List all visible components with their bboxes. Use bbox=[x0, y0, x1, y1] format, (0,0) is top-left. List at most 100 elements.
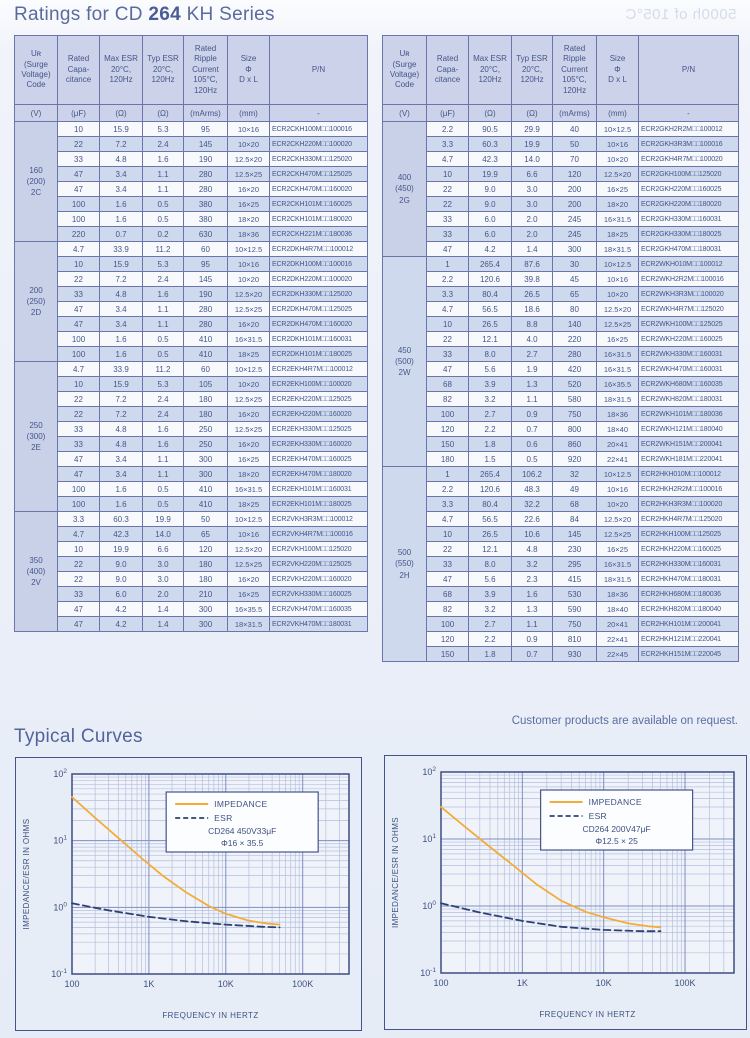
unit-voltage: (V) bbox=[382, 104, 427, 122]
unit-pn: - bbox=[269, 104, 368, 122]
part-number-cell: ECR2WKH4R7M□□125020 bbox=[638, 301, 739, 317]
table-row: 10 15.9 5.3 95 10×16 ECR2DKH100M□□100016 bbox=[15, 256, 368, 272]
max-esr-cell: 3.9 bbox=[468, 586, 512, 602]
size-cell: 16×31.5 bbox=[596, 211, 639, 227]
capacitance-cell: 22 bbox=[57, 391, 100, 407]
ripple-current-cell: 84 bbox=[552, 511, 597, 527]
typ-esr-cell: 5.3 bbox=[142, 121, 184, 137]
x-tick-label: 1K bbox=[517, 978, 528, 988]
col-header-typ-esr: Typ ESR 20°C, 120Hz bbox=[142, 35, 184, 105]
ripple-current-cell: 245 bbox=[552, 211, 597, 227]
typ-esr-cell: 3.0 bbox=[142, 571, 184, 587]
typ-esr-cell: 1.1 bbox=[142, 466, 184, 482]
capacitance-cell: 33 bbox=[57, 586, 100, 602]
unit-max-esr: (Ω) bbox=[99, 104, 143, 122]
capacitance-cell: 100 bbox=[57, 211, 100, 227]
table-row: 22 7.2 2.4 145 10×20 ECR2DKH220M□□100020 bbox=[15, 271, 368, 287]
capacitance-cell: 2.2 bbox=[426, 481, 469, 497]
max-esr-cell: 3.2 bbox=[468, 391, 512, 407]
col-header-size: Size Φ D x L bbox=[596, 35, 639, 105]
col-header-max-esr: Max ESR 20°C, 120Hz bbox=[468, 35, 512, 105]
ripple-current-cell: 105 bbox=[183, 376, 228, 392]
title-series-number: 264 bbox=[148, 4, 181, 25]
table-row: 100 2.7 0.9 750 18×36 ECR2WKH101M□□180036 bbox=[383, 406, 739, 422]
x-tick-label: 10K bbox=[218, 979, 234, 989]
y-axis-label: IMPEDANCE/ESR IN OHMS bbox=[391, 817, 400, 928]
max-esr-cell: 120.6 bbox=[468, 481, 512, 497]
y-tick-label: 10-1 bbox=[51, 968, 67, 979]
typ-esr-cell: 0.9 bbox=[511, 631, 553, 647]
typ-esr-cell: 3.0 bbox=[511, 196, 553, 212]
capacitance-cell: 47 bbox=[57, 316, 100, 332]
part-number-cell: ECR2GKH3R3M□□100016 bbox=[638, 136, 739, 152]
ripple-current-cell: 95 bbox=[183, 256, 228, 272]
part-number-cell: ECR2EKH470M□□160025 bbox=[269, 451, 368, 467]
table-row: 33 4.8 1.6 250 12.5×25 ECR2EKH330M□□125025 bbox=[15, 421, 368, 437]
unit-voltage: (V) bbox=[14, 104, 58, 122]
size-cell: 10×12.5 bbox=[227, 361, 270, 377]
ripple-current-cell: 280 bbox=[183, 301, 228, 317]
part-number-cell: ECR2CKH100M□□100016 bbox=[269, 121, 368, 137]
ratings-table-right: Uʀ (Surge Voltage) Code Rated Capa- cita… bbox=[382, 35, 739, 662]
capacitance-cell: 33 bbox=[426, 211, 469, 227]
col-header-ripple-current: Rated Ripple Current 105°C, 120Hz bbox=[183, 35, 228, 105]
size-cell: 10×12.5 bbox=[596, 256, 639, 272]
size-cell: 10×16 bbox=[227, 526, 270, 542]
capacitance-cell: 3.3 bbox=[426, 136, 469, 152]
table-row: 500 (550) 2H 1 265.4 106.2 32 10×12.5 ECR2HKH0… bbox=[382, 466, 739, 662]
table-row: 33 6.0 2.0 210 16×25 ECR2VKH330M□□160025 bbox=[15, 586, 368, 602]
ripple-current-cell: 40 bbox=[552, 121, 597, 137]
typ-esr-cell: 1.9 bbox=[511, 361, 553, 377]
capacitance-cell: 22 bbox=[57, 571, 100, 587]
table-row: 100 1.6 0.5 410 18×25 ECR2EKH101M□□180025 bbox=[15, 496, 368, 512]
max-esr-cell: 1.8 bbox=[468, 436, 512, 452]
max-esr-cell: 2.2 bbox=[468, 421, 512, 437]
y-tick-label: 101 bbox=[422, 833, 436, 844]
ripple-current-cell: 415 bbox=[552, 571, 597, 587]
typ-esr-cell: 106.2 bbox=[511, 466, 553, 482]
part-number-cell: ECR2HKH680M□□180036 bbox=[638, 586, 739, 602]
title-prefix: Ratings for CD bbox=[14, 4, 149, 25]
table-row: 22 9.0 3.0 180 12.5×25 ECR2VKH220M□□125025 bbox=[15, 556, 368, 572]
capacitance-cell: 10 bbox=[57, 121, 100, 137]
max-esr-cell: 4.8 bbox=[99, 436, 143, 452]
capacitance-cell: 100 bbox=[57, 496, 100, 512]
ripple-current-cell: 930 bbox=[552, 646, 597, 662]
max-esr-cell: 9.0 bbox=[99, 571, 143, 587]
part-number-cell: ECR2GKH330M□□180025 bbox=[638, 226, 739, 242]
size-cell: 10×16 bbox=[596, 271, 639, 287]
size-cell: 10×16 bbox=[596, 136, 639, 152]
capacitance-cell: 1 bbox=[426, 466, 469, 482]
size-cell: 18×40 bbox=[596, 601, 639, 617]
size-cell: 16×25 bbox=[227, 451, 270, 467]
ripple-current-cell: 410 bbox=[183, 481, 228, 497]
max-esr-cell: 19.9 bbox=[99, 541, 143, 557]
capacitance-cell: 2.2 bbox=[426, 271, 469, 287]
col-header-capacitance: Rated Capa- citance bbox=[57, 35, 100, 105]
typ-esr-cell: 1.3 bbox=[511, 376, 553, 392]
part-number-cell: ECR2DKH4R7M□□100012 bbox=[269, 241, 368, 257]
unit-ripple: (mArms) bbox=[552, 104, 597, 122]
y-tick-label: 100 bbox=[422, 900, 436, 911]
max-esr-cell: 3.4 bbox=[99, 466, 143, 482]
x-tick-label: 1K bbox=[143, 979, 154, 989]
legend-impedance-label: IMPEDANCE bbox=[589, 797, 642, 807]
max-esr-cell: 19.9 bbox=[468, 166, 512, 182]
ripple-current-cell: 45 bbox=[552, 271, 597, 287]
capacitance-cell: 3.3 bbox=[426, 496, 469, 512]
typ-esr-cell: 1.1 bbox=[511, 391, 553, 407]
ripple-current-cell: 210 bbox=[183, 586, 228, 602]
capacitance-cell: 47 bbox=[57, 466, 100, 482]
part-number-cell: ECR2EKH330M□□160020 bbox=[269, 436, 368, 452]
size-cell: 10×20 bbox=[596, 286, 639, 302]
voltage-code-cell: 450 (500) 2W bbox=[382, 256, 427, 467]
size-cell: 16×25 bbox=[596, 541, 639, 557]
table-row: 10 26.5 8.8 140 12.5×25 ECR2WKH100M□□125025 bbox=[383, 316, 739, 332]
table-row: 4.7 56.5 18.6 80 12.5×20 ECR2WKH4R7M□□125020 bbox=[383, 301, 739, 317]
typ-esr-cell: 11.2 bbox=[142, 361, 184, 377]
capacitance-cell: 150 bbox=[426, 646, 469, 662]
ripple-current-cell: 410 bbox=[183, 331, 228, 347]
typ-esr-cell: 2.7 bbox=[511, 346, 553, 362]
typ-esr-cell: 5.3 bbox=[142, 376, 184, 392]
